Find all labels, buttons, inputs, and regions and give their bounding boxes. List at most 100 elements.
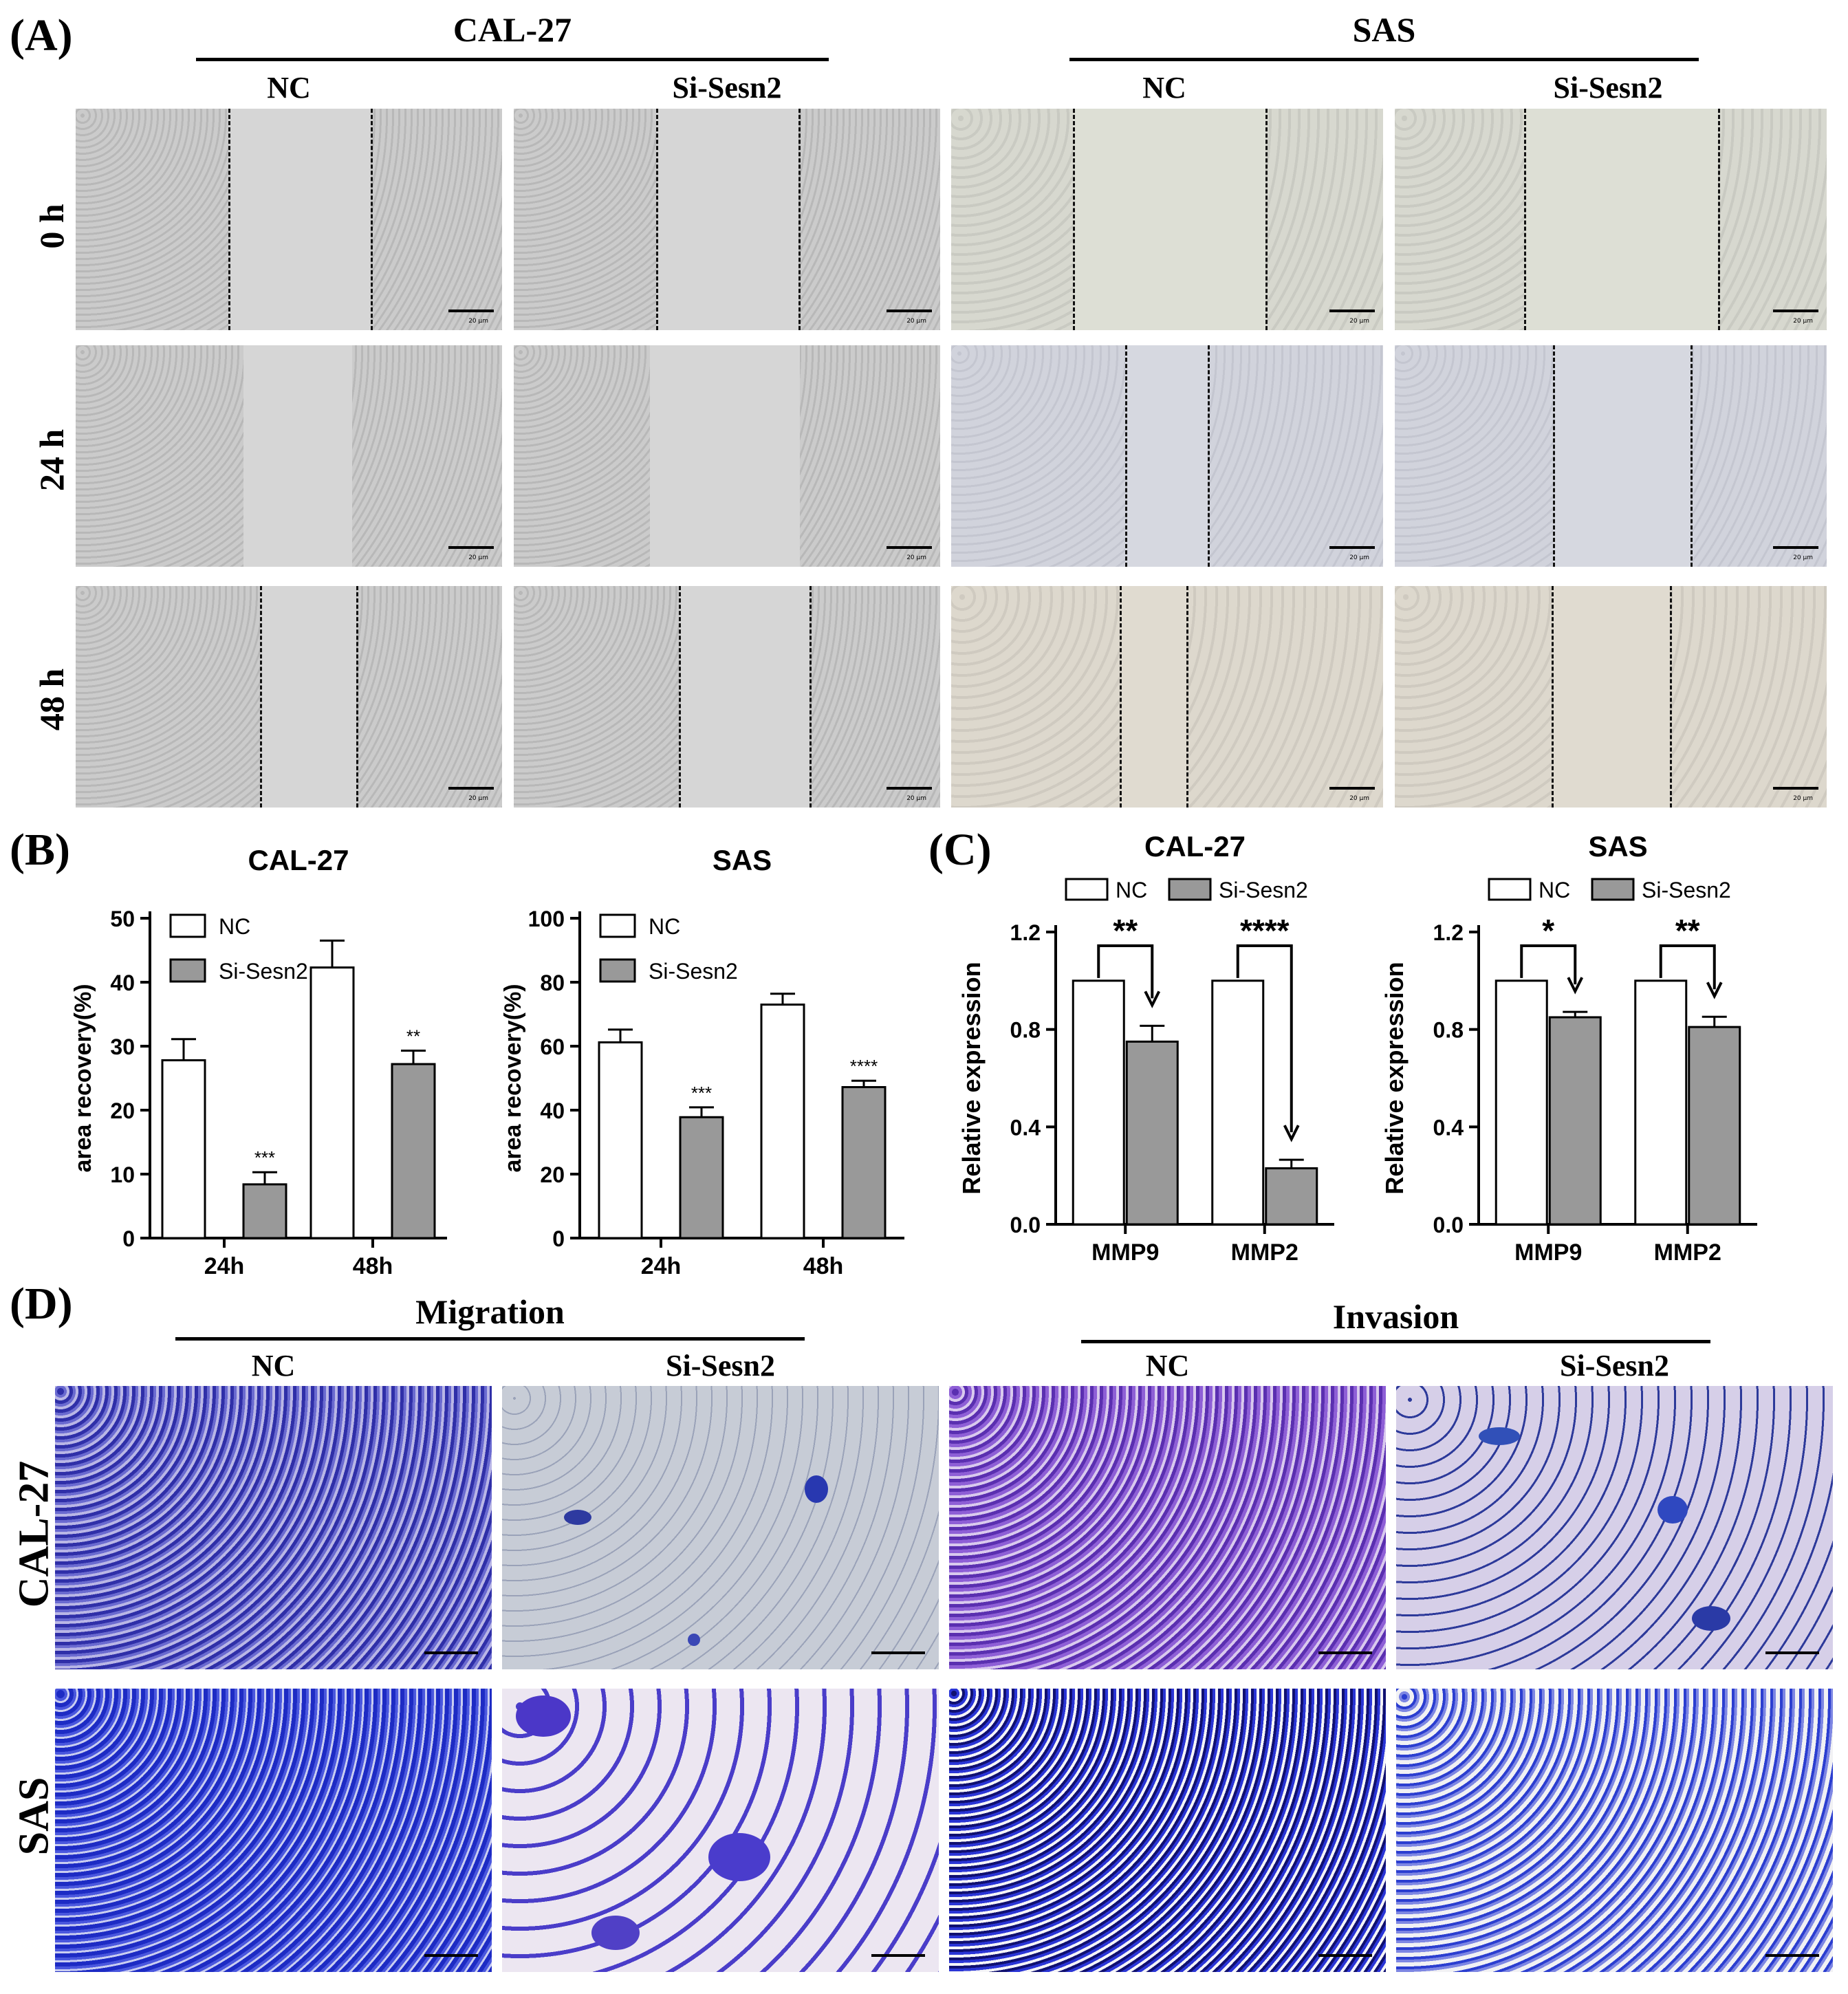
legend-swatch	[169, 958, 206, 983]
chart-title: SAS	[1588, 830, 1647, 863]
panel-d-header-invasion: Invasion	[1332, 1297, 1459, 1336]
x-tick-label: 48h	[353, 1253, 393, 1279]
chart-title: CAL-27	[1144, 830, 1246, 863]
bar-si-sesn2-mmp2	[1265, 1167, 1318, 1226]
micrograph-cal27-nc-24h: 20 μm	[76, 345, 502, 567]
micrograph-cal27-nc-48h: 20 μm	[76, 586, 502, 808]
panel-d-subheader-nc-2: NC	[1145, 1349, 1190, 1383]
transwell-invasion-sas-sisesn2	[1396, 1689, 1833, 1972]
transwell-migration-cal27-sisesn2	[502, 1386, 939, 1669]
legend-label: Si-Sesn2	[1642, 878, 1731, 902]
y-tick-label: 40	[540, 1098, 565, 1123]
panel-a-rule-cal27	[196, 58, 829, 61]
legend-label: Si-Sesn2	[649, 959, 738, 984]
x-tick-label: MMP2	[1231, 1239, 1298, 1266]
panel-d-label: (D)	[10, 1279, 73, 1329]
y-axis-label: area recovery(%)	[500, 984, 526, 1172]
legend-swatch	[169, 913, 206, 938]
legend-swatch	[1168, 878, 1212, 901]
y-axis-label: Relative expression	[957, 962, 986, 1194]
transwell-migration-sas-sisesn2	[502, 1689, 939, 1972]
panel-a-row-label-0h: 0 h	[32, 204, 71, 249]
y-tick-label: 0.4	[1010, 1115, 1041, 1140]
significance-arrow	[1283, 1125, 1300, 1142]
panel-a-subheader-sisesn2-2: Si-Sesn2	[1553, 71, 1663, 105]
micrograph-cal27-sisesn2-48h: 20 μm	[514, 586, 940, 808]
legend-swatch	[599, 958, 636, 983]
panel-a-rule-sas	[1069, 58, 1699, 61]
y-tick-label: 80	[540, 971, 565, 995]
micrograph-cal27-nc-0h: 20 μm	[76, 109, 502, 330]
bar-si-sesn2-mmp9	[1125, 1040, 1179, 1226]
y-axis-label: area recovery(%)	[70, 984, 96, 1172]
significance-arrow	[1144, 990, 1161, 1008]
legend-label: Si-Sesn2	[1219, 878, 1308, 902]
panel-a-subheader-sisesn2-1: Si-Sesn2	[672, 71, 782, 105]
legend-swatch	[1065, 878, 1109, 901]
legend-swatch	[1591, 878, 1635, 901]
panel-d-rule-invasion	[1081, 1340, 1710, 1343]
x-tick-label: 24h	[641, 1253, 682, 1279]
micrograph-sas-sisesn2-0h: 20 μm	[1395, 109, 1827, 330]
y-tick-label: 1.2	[1010, 920, 1041, 945]
transwell-invasion-cal27-sisesn2	[1396, 1386, 1833, 1669]
panel-d-subheader-sisesn2-2: Si-Sesn2	[1560, 1349, 1669, 1383]
micrograph-sas-sisesn2-24h: 20 μm	[1395, 345, 1827, 567]
bar-nc-24h	[161, 1059, 206, 1239]
y-tick-label: 0.8	[1010, 1018, 1041, 1043]
significance-bracket	[1097, 944, 1154, 999]
y-tick-label: 40	[110, 971, 135, 995]
y-tick-label: 0	[552, 1226, 565, 1251]
y-tick-label: 60	[540, 1034, 565, 1059]
legend-swatch	[599, 913, 636, 938]
significance-label: ***	[691, 1083, 712, 1103]
y-tick-label: 1.2	[1433, 920, 1464, 945]
bar-si-sesn2-48h	[841, 1086, 887, 1239]
significance-arrow	[1567, 977, 1584, 995]
x-tick-label: MMP9	[1091, 1239, 1159, 1266]
panel-d-rule-migration	[175, 1337, 805, 1341]
legend-label: NC	[219, 914, 250, 939]
bar-nc-mmp9	[1072, 979, 1125, 1226]
micrograph-cal27-sisesn2-0h: 20 μm	[514, 109, 940, 330]
micrograph-sas-nc-0h: 20 μm	[951, 109, 1383, 330]
bar-nc-mmp2	[1634, 979, 1688, 1226]
significance-label: **	[1675, 913, 1700, 949]
y-axis-label: Relative expression	[1380, 962, 1409, 1194]
bar-si-sesn2-24h	[679, 1116, 724, 1239]
panel-c-label: (C)	[928, 825, 992, 875]
legend-swatch	[1488, 878, 1532, 901]
chart-c-sas: SAS 0.0 0.4 0.8 1.2 Relative expression MMP9 * M…	[1380, 830, 1757, 1266]
y-tick-label: 50	[110, 907, 135, 931]
legend-label: Si-Sesn2	[219, 959, 308, 984]
y-tick-label: 100	[528, 907, 565, 931]
micrograph-sas-nc-48h: 20 μm	[951, 586, 1383, 808]
significance-bracket	[1520, 944, 1577, 985]
chart-title: SAS	[713, 844, 772, 876]
bar-nc-mmp2	[1211, 979, 1265, 1226]
bar-nc-48h	[760, 1004, 805, 1239]
panel-a-label: (A)	[10, 10, 73, 61]
transwell-invasion-cal27-nc	[949, 1386, 1386, 1669]
bar-si-sesn2-24h	[242, 1183, 287, 1239]
panel-d-subheader-sisesn2-1: Si-Sesn2	[666, 1349, 775, 1383]
transwell-migration-cal27-nc	[55, 1386, 492, 1669]
chart-title: CAL-27	[248, 844, 349, 876]
bar-nc-mmp9	[1494, 979, 1548, 1226]
y-tick-label: 10	[110, 1162, 135, 1187]
micrograph-sas-sisesn2-48h: 20 μm	[1395, 586, 1827, 808]
bar-si-sesn2-48h	[391, 1063, 436, 1239]
panel-b-label: (B)	[10, 825, 70, 875]
panel-a-header-sas: SAS	[1352, 10, 1416, 49]
panel-a-subheader-nc-1: NC	[267, 71, 311, 105]
bar-si-sesn2-mmp2	[1688, 1026, 1741, 1226]
chart-b-sas: SAS 0 20 40 60 80 100 area recovery(%) 24h *** 48h…	[500, 844, 904, 1279]
y-tick-label: 0	[122, 1226, 135, 1251]
bar-nc-24h	[598, 1041, 643, 1239]
significance-label: ****	[1240, 913, 1290, 949]
panel-a-row-label-48h: 48 h	[32, 668, 71, 731]
panel-d-header-migration: Migration	[415, 1292, 565, 1331]
x-tick-label: MMP2	[1654, 1239, 1721, 1266]
chart-c-cal27: CAL-27 0.0 0.4 0.8 1.2 Relative expression MMP…	[957, 830, 1334, 1266]
significance-label: **	[406, 1026, 420, 1047]
